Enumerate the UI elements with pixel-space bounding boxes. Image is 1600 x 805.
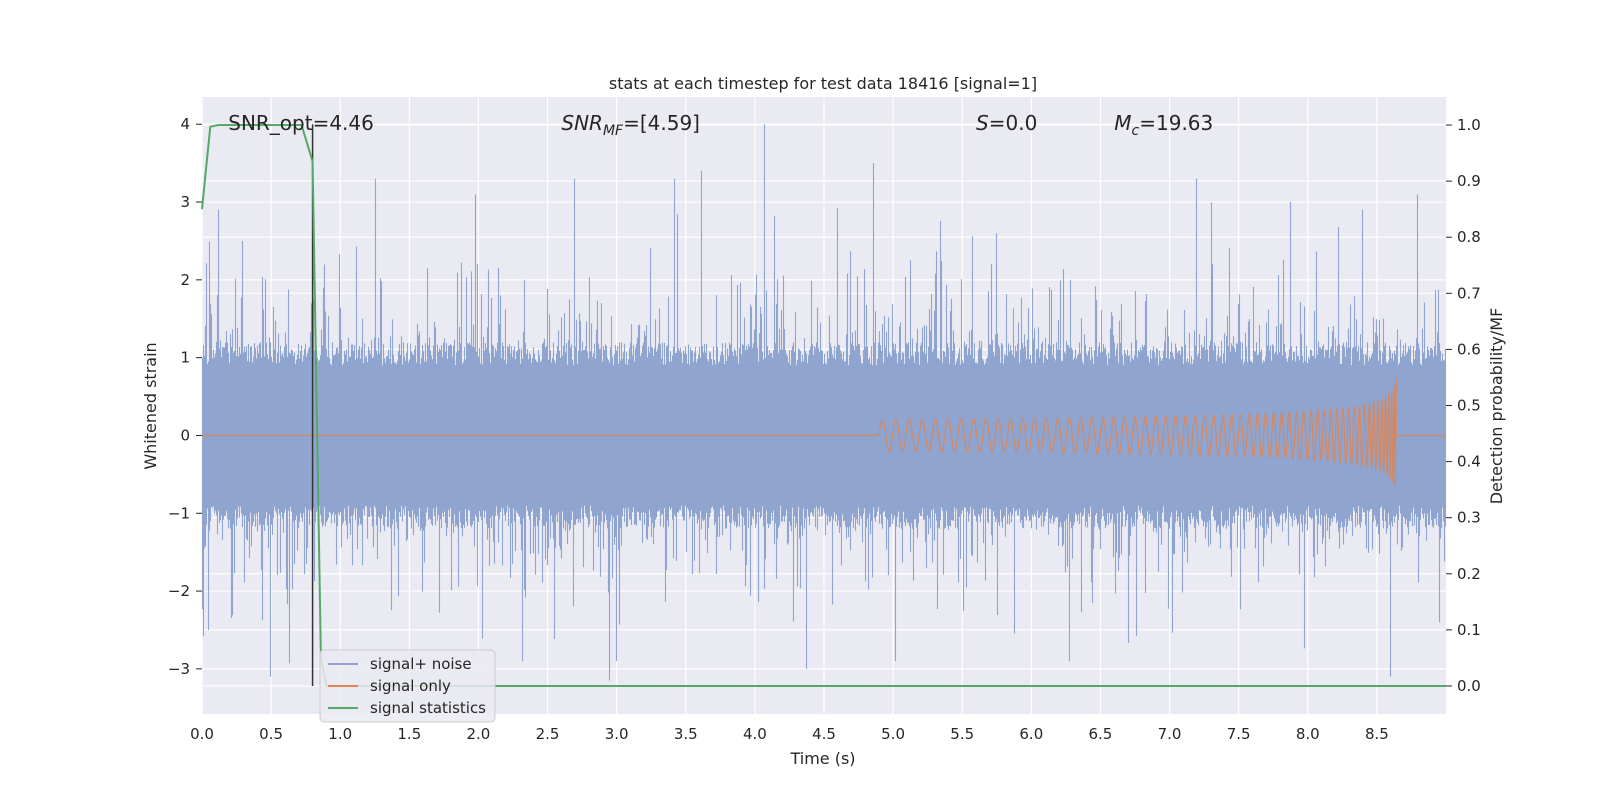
series-signal-only: [202, 377, 1446, 488]
annotation-text: Mc=19.63: [1114, 111, 1213, 139]
y2-tick-label: 0.6: [1457, 340, 1481, 358]
y-tick-label: 0: [180, 426, 190, 444]
x-tick-label: 5.5: [950, 725, 974, 743]
x-tick-label: 3.5: [674, 725, 698, 743]
x-axis-label: Time (s): [789, 749, 855, 768]
y2-tick-label: 0.1: [1457, 621, 1481, 639]
x-tick-label: 4.5: [812, 725, 836, 743]
y2-tick-label: 0.3: [1457, 509, 1481, 527]
legend-label: signal+ noise: [370, 655, 472, 673]
axes: 0.0 0.5 1.0 1.5 2.0 2.5 3.0 3.5 4.0 4.5 5.0 5.5 6.0 6…: [168, 115, 1481, 743]
x-tick-label: 4.0: [743, 725, 767, 743]
x-tick-label: 0.5: [259, 725, 283, 743]
y-tick-label: 2: [180, 271, 190, 289]
y2-tick-label: 0.2: [1457, 565, 1481, 583]
y2-axis-label: Detection probability/MF: [1487, 308, 1506, 505]
y-tick-label: 1: [180, 349, 190, 367]
legend-box: [319, 649, 496, 723]
y2-tick-label: 0.7: [1457, 284, 1481, 302]
annotation-text: S=0.0: [976, 111, 1037, 135]
y2-tick-label: 0.4: [1457, 453, 1481, 471]
annotation-text: SNRMF=[4.59]: [561, 111, 700, 139]
y2-tick-label: 0.0: [1457, 677, 1481, 695]
chart-title: stats at each timestep for test data 184…: [609, 74, 1037, 93]
legend-label: signal statistics: [370, 699, 486, 717]
y2-tick-label: 0.9: [1457, 172, 1481, 190]
annotations: SNR_opt=4.46 SNRMF=[4.59] S=0.0 Mc=19.63: [228, 111, 1213, 139]
y-tick-label: −2: [168, 582, 190, 600]
x-tick-label: 2.5: [536, 725, 560, 743]
x-tick-label: 2.0: [467, 725, 491, 743]
y-tick-label: 3: [180, 193, 190, 211]
x-tick-label: 8.5: [1365, 725, 1389, 743]
y2-tick-label: 0.8: [1457, 228, 1481, 246]
x-tick-label: 7.0: [1158, 725, 1182, 743]
y-axis-label: Whitened strain: [141, 342, 160, 469]
x-tick-label: 6.0: [1019, 725, 1043, 743]
y2-tick-label: 0.5: [1457, 397, 1481, 415]
x-tick-label: 5.0: [881, 725, 905, 743]
x-tick-label: 1.0: [328, 725, 352, 743]
x-tick-label: 1.5: [397, 725, 421, 743]
x-tick-label: 6.5: [1089, 725, 1113, 743]
y-tick-label: −3: [168, 660, 190, 678]
legend: signal+ noise signal only signal statistic…: [319, 649, 496, 723]
x-tick-label: 7.5: [1227, 725, 1251, 743]
x-tick-label: 8.0: [1296, 725, 1320, 743]
y-tick-label: 4: [180, 115, 190, 133]
y-tick-label: −1: [168, 504, 190, 522]
x-tick-label: 3.0: [605, 725, 629, 743]
x-tick-label: 0.0: [190, 725, 214, 743]
y2-tick-label: 1.0: [1457, 116, 1481, 134]
legend-label: signal only: [370, 677, 451, 695]
annotation-text: SNR_opt=4.46: [228, 111, 374, 135]
